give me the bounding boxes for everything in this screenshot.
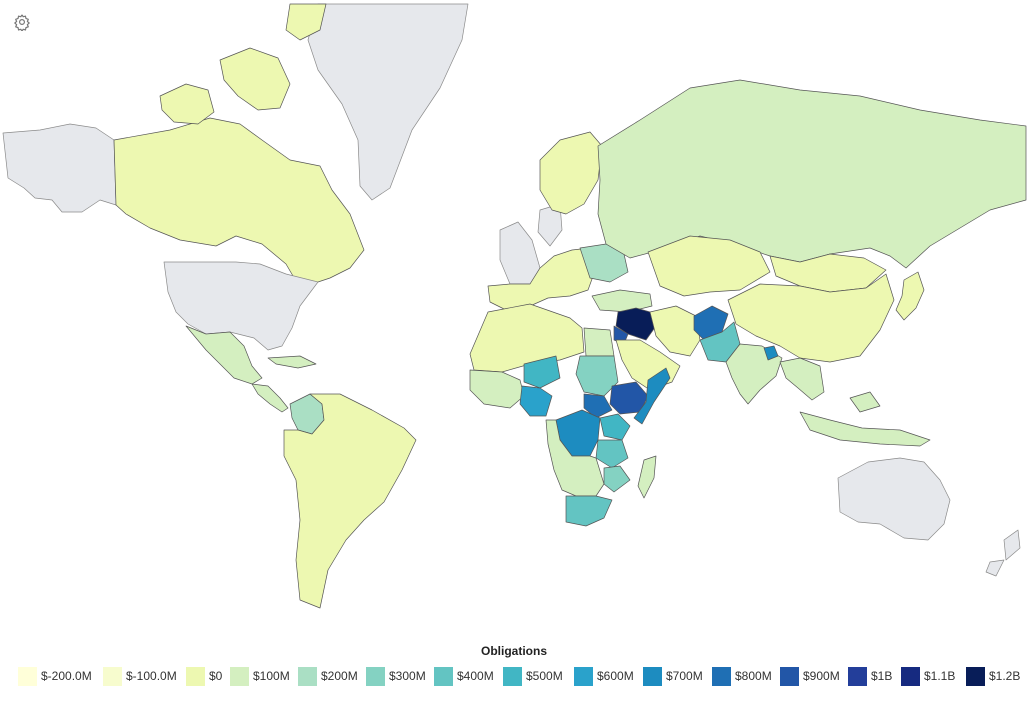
region-somalia[interactable]	[633, 367, 671, 425]
region-south-africa[interactable]	[565, 495, 613, 527]
region-alaska[interactable]	[2, 123, 117, 213]
legend-label: $1B	[871, 669, 893, 683]
region-madagascar[interactable]	[637, 455, 657, 499]
legend-item[interactable]: $0	[186, 666, 222, 686]
region-central-america[interactable]	[251, 355, 317, 413]
world-map[interactable]	[0, 0, 1028, 630]
region-southern-africa[interactable]	[545, 419, 605, 497]
region-nigeria[interactable]	[519, 385, 553, 417]
legend-label: $400M	[457, 669, 494, 683]
region-east-africa-south[interactable]	[603, 465, 631, 493]
region-japan[interactable]	[895, 271, 925, 321]
legend-item[interactable]: $500M	[503, 666, 563, 686]
legend-label: $500M	[526, 669, 563, 683]
legend-label: $300M	[389, 669, 426, 683]
legend-label: $800M	[735, 669, 772, 683]
legend-title: Obligations	[481, 644, 547, 658]
region-egypt[interactable]	[583, 327, 615, 357]
legend-item[interactable]: $1.2B	[966, 666, 1020, 686]
region-new-zealand[interactable]	[985, 529, 1021, 577]
legend-swatch	[848, 666, 867, 686]
legend-label: $0	[209, 669, 223, 683]
region-kazakhstan[interactable]	[647, 235, 771, 297]
legend-label: $100M	[253, 669, 290, 683]
legend-item[interactable]: $900M	[780, 666, 840, 686]
legend-swatch	[643, 666, 662, 686]
legend-swatch	[712, 666, 731, 686]
map-legend: Obligations $-200.0M $-100.0M $0 $100M $200M…	[0, 636, 1028, 712]
legend-swatch	[503, 666, 522, 686]
region-south-america[interactable]	[283, 393, 417, 609]
legend-swatch	[780, 666, 799, 686]
legend-label: $600M	[597, 669, 634, 683]
region-canada[interactable]	[113, 117, 365, 289]
legend-swatch	[186, 666, 205, 686]
legend-item[interactable]: $1.1B	[901, 666, 955, 686]
legend-label: $900M	[803, 669, 840, 683]
legend-swatch	[434, 666, 453, 686]
region-south-sudan[interactable]	[583, 393, 613, 419]
region-uganda-kenya[interactable]	[599, 413, 631, 441]
region-russia[interactable]	[597, 79, 1027, 269]
legend-label: $-200.0M	[41, 669, 92, 683]
legend-label: $1.1B	[924, 669, 956, 683]
legend-item[interactable]: $-200.0M	[18, 666, 92, 686]
region-turkey[interactable]	[591, 289, 653, 313]
region-australia[interactable]	[837, 457, 951, 541]
legend-swatch	[103, 666, 122, 686]
settings-button[interactable]	[10, 10, 34, 34]
legend-label: $1.2B	[989, 669, 1021, 683]
legend-items: $-200.0M $-100.0M $0 $100M $200M $300M $400M $5…	[8, 666, 1028, 688]
region-tanzania[interactable]	[595, 439, 629, 469]
legend-item[interactable]: $300M	[366, 666, 426, 686]
region-north-africa[interactable]	[469, 303, 585, 373]
legend-item[interactable]: $800M	[712, 666, 772, 686]
legend-item[interactable]: $-100.0M	[103, 666, 177, 686]
legend-swatch	[366, 666, 385, 686]
region-iran[interactable]	[649, 305, 701, 357]
legend-swatch	[298, 666, 317, 686]
legend-item[interactable]: $100M	[230, 666, 290, 686]
legend-item[interactable]: $400M	[434, 666, 494, 686]
region-indonesia[interactable]	[799, 391, 931, 447]
region-mexico[interactable]	[185, 325, 263, 385]
legend-label: $700M	[666, 669, 703, 683]
legend-item[interactable]: $700M	[643, 666, 703, 686]
legend-swatch	[966, 666, 985, 686]
region-canada-islands[interactable]	[159, 3, 327, 125]
legend-swatch	[574, 666, 593, 686]
legend-swatch	[230, 666, 249, 686]
region-greenland[interactable]	[307, 3, 469, 201]
legend-item[interactable]: $1B	[848, 666, 892, 686]
region-usa[interactable]	[163, 261, 319, 351]
legend-swatch	[901, 666, 920, 686]
legend-item[interactable]: $600M	[574, 666, 634, 686]
legend-item[interactable]: $200M	[298, 666, 358, 686]
region-southeast-asia[interactable]	[779, 357, 825, 401]
legend-swatch	[18, 666, 37, 686]
region-china[interactable]	[727, 273, 895, 363]
region-syria-iraq[interactable]	[615, 307, 657, 341]
region-west-africa[interactable]	[469, 369, 525, 409]
legend-label: $-100.0M	[126, 669, 177, 683]
gear-icon	[13, 14, 31, 31]
region-mongolia[interactable]	[769, 253, 887, 293]
region-niger[interactable]	[523, 355, 561, 389]
legend-label: $200M	[321, 669, 358, 683]
region-bangladesh[interactable]	[763, 345, 779, 361]
